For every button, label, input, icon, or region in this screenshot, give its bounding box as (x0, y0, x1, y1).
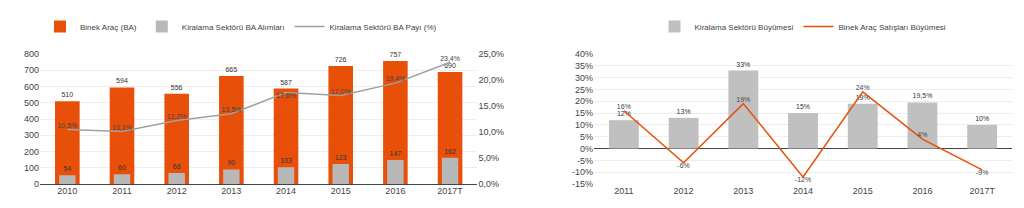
svg-text:103: 103 (280, 157, 292, 164)
svg-text:40%: 40% (575, 49, 593, 59)
svg-text:10%: 10% (975, 115, 989, 122)
svg-text:2016: 2016 (912, 186, 932, 196)
svg-text:19,5%: 19,5% (913, 92, 933, 99)
svg-text:-5%: -5% (577, 156, 593, 166)
svg-text:30%: 30% (575, 73, 593, 83)
svg-text:25%: 25% (575, 85, 593, 95)
svg-text:-12%: -12% (795, 176, 811, 183)
svg-text:587: 587 (280, 79, 292, 86)
svg-text:500: 500 (24, 98, 39, 108)
svg-text:162: 162 (444, 148, 456, 155)
svg-text:690: 690 (444, 62, 456, 69)
svg-text:800: 800 (24, 49, 39, 59)
svg-text:2017T: 2017T (969, 186, 995, 196)
svg-text:24%: 24% (856, 84, 870, 91)
svg-text:15,0%: 15,0% (478, 101, 504, 111)
svg-text:12,2%: 12,2% (167, 113, 187, 120)
svg-text:100: 100 (24, 163, 39, 173)
svg-text:10,0%: 10,0% (478, 127, 504, 137)
svg-text:4%: 4% (917, 131, 927, 138)
svg-text:19%: 19% (736, 96, 750, 103)
svg-text:147: 147 (389, 150, 401, 157)
svg-text:2013: 2013 (733, 186, 753, 196)
svg-text:5%: 5% (580, 132, 593, 142)
svg-text:10,5%: 10,5% (57, 122, 77, 129)
svg-text:90: 90 (227, 159, 235, 166)
svg-text:0: 0 (34, 179, 39, 189)
svg-text:-10%: -10% (572, 167, 593, 177)
svg-text:400: 400 (24, 114, 39, 124)
svg-text:2015: 2015 (331, 186, 351, 196)
svg-text:556: 556 (171, 84, 183, 91)
svg-text:2014: 2014 (276, 186, 296, 196)
svg-text:2011: 2011 (112, 186, 131, 196)
svg-text:0%: 0% (580, 144, 593, 154)
svg-text:12%: 12% (617, 110, 631, 117)
svg-text:19,4%: 19,4% (385, 75, 405, 82)
svg-text:700: 700 (24, 65, 39, 75)
svg-text:665: 665 (225, 66, 237, 73)
svg-text:0,0%: 0,0% (478, 179, 499, 189)
svg-text:-15%: -15% (572, 179, 593, 189)
svg-text:20%: 20% (575, 96, 593, 106)
svg-text:300: 300 (24, 130, 39, 140)
svg-text:2012: 2012 (167, 186, 187, 196)
svg-text:15%: 15% (575, 108, 593, 118)
svg-text:Kiralama Sektörü Büyümesi: Kiralama Sektörü Büyümesi (695, 23, 794, 32)
svg-text:17,6%: 17,6% (276, 92, 296, 99)
svg-text:2011: 2011 (614, 186, 633, 196)
svg-text:19%: 19% (856, 94, 870, 101)
svg-text:123: 123 (335, 154, 347, 161)
svg-text:60: 60 (118, 164, 126, 171)
svg-text:10%: 10% (575, 120, 593, 130)
svg-text:2013: 2013 (221, 186, 241, 196)
svg-text:2012: 2012 (674, 186, 694, 196)
svg-text:-6%: -6% (677, 162, 689, 169)
svg-text:726: 726 (335, 56, 347, 63)
svg-text:Binek Araç Satışları Büyümesi: Binek Araç Satışları Büyümesi (838, 23, 945, 32)
svg-text:15%: 15% (796, 103, 810, 110)
svg-text:Kiralama Sektörü BA Alımları: Kiralama Sektörü BA Alımları (182, 23, 285, 32)
svg-text:2015: 2015 (853, 186, 873, 196)
svg-text:54: 54 (63, 165, 71, 172)
svg-text:510: 510 (61, 91, 73, 98)
svg-text:600: 600 (24, 82, 39, 92)
svg-text:Binek Araç (BA): Binek Araç (BA) (80, 23, 137, 32)
svg-text:Kiralama Sektörü BA Payı (%): Kiralama Sektörü BA Payı (%) (330, 23, 437, 32)
svg-text:10,1%: 10,1% (112, 124, 132, 131)
svg-text:757: 757 (389, 51, 401, 58)
svg-text:5,0%: 5,0% (478, 153, 499, 163)
svg-text:13,5%: 13,5% (221, 106, 241, 113)
svg-text:200: 200 (24, 147, 39, 157)
svg-text:23,4%: 23,4% (440, 55, 460, 62)
svg-text:25,0%: 25,0% (478, 49, 504, 59)
svg-text:35%: 35% (575, 61, 593, 71)
svg-text:-9%: -9% (976, 169, 988, 176)
svg-text:594: 594 (116, 77, 128, 84)
svg-text:16%: 16% (617, 103, 631, 110)
svg-text:13%: 13% (677, 108, 691, 115)
svg-text:20,0%: 20,0% (478, 75, 504, 85)
svg-text:2014: 2014 (793, 186, 813, 196)
svg-text:2017T: 2017T (437, 186, 463, 196)
svg-text:17,0%: 17,0% (331, 88, 351, 95)
svg-text:2016: 2016 (385, 186, 405, 196)
svg-text:33%: 33% (736, 61, 750, 68)
svg-text:68: 68 (173, 163, 181, 170)
svg-text:2010: 2010 (57, 186, 77, 196)
